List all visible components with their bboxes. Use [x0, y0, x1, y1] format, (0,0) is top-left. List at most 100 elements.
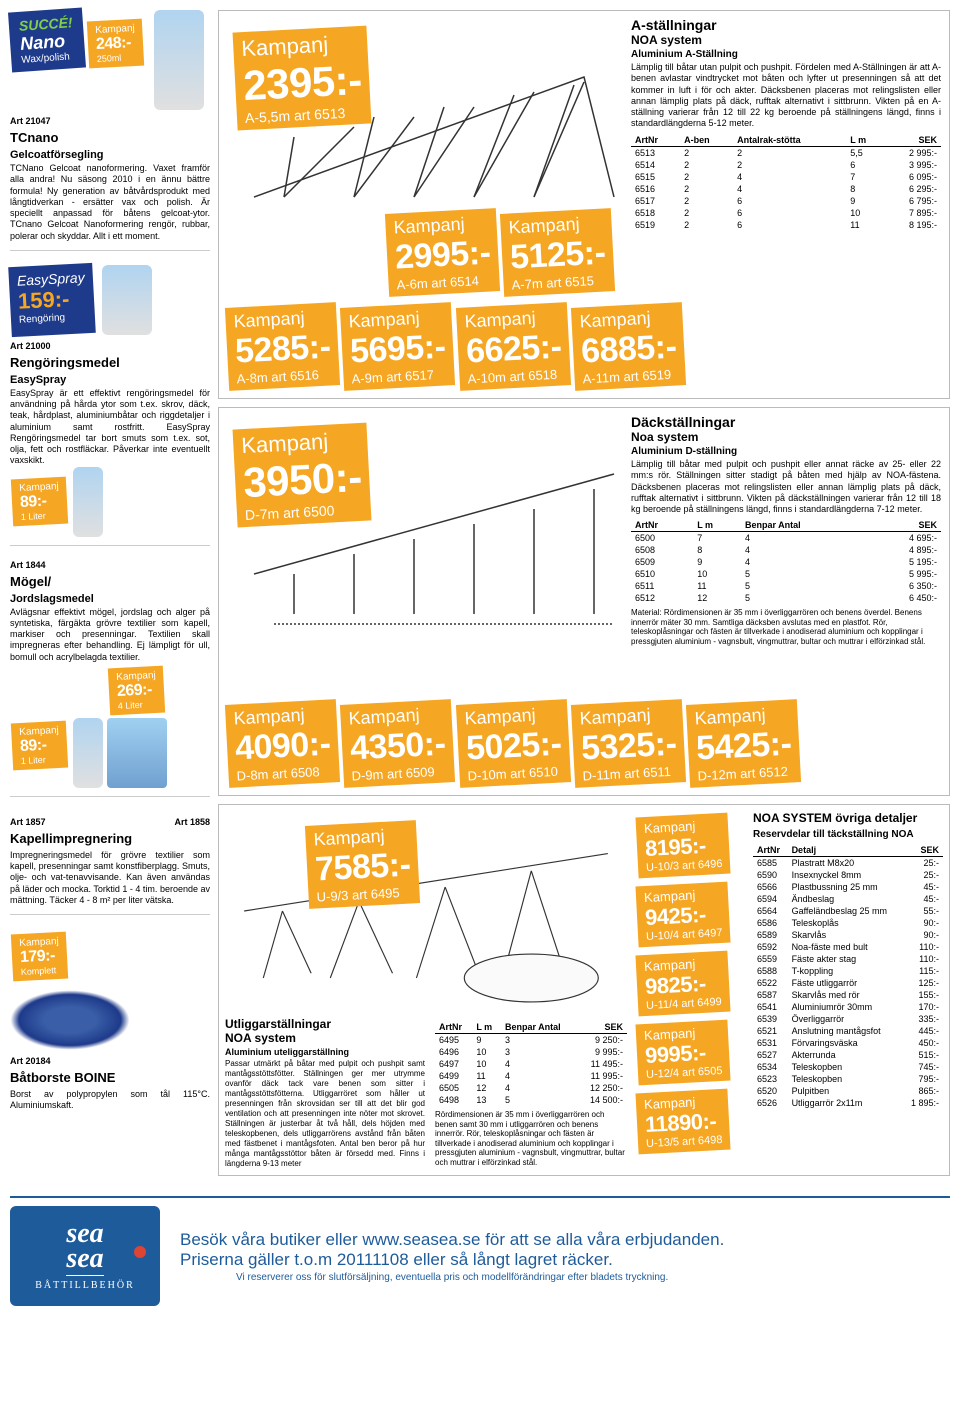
details-sub: Reservdelar till täckställning NOA — [753, 829, 943, 840]
mogel-body: Avlägsnar effektivt mögel, jordslag och … — [10, 607, 210, 663]
table-row: 65101055 995:- — [631, 568, 941, 580]
mogel-bottle — [73, 718, 103, 788]
section-d: Däckställningar Noa system Aluminium D-s… — [218, 407, 950, 796]
u-desc: Passar utmärkt på båtar med pulpit och p… — [225, 1059, 425, 1169]
easyspray-body: EasySpray är ett effektivt rengöringsmed… — [10, 388, 210, 467]
footer-line1: Besök våra butiker eller www.seasea.se f… — [180, 1230, 724, 1250]
table-row: 651826107 895:- — [631, 207, 941, 219]
table-row: 649710411 495:- — [435, 1058, 627, 1070]
d-sub: Aluminium D-ställning — [631, 446, 941, 457]
easyspray-bottle — [73, 467, 103, 537]
a-sub: Aluminium A-Ställning — [631, 49, 941, 60]
table-row: 649813514 500:- — [435, 1094, 627, 1106]
table-row: 65121256 450:- — [631, 592, 941, 604]
table-row: 6541Aluminiumrör 30mm170:- — [753, 1001, 943, 1013]
table-row: 6509945 195:- — [631, 556, 941, 568]
tcnano-price-badge: Kampanj 248:- 250ml — [87, 19, 145, 69]
table-row: 6495939 250:- — [435, 1034, 627, 1047]
table-row: 649911411 995:- — [435, 1070, 627, 1082]
easyspray-title: Rengöringsmedel — [10, 355, 210, 370]
table-row: 6527Akterrunda515:- — [753, 1049, 943, 1061]
table-row: 6585Plastratt M8x2025:- — [753, 857, 943, 870]
d-note: Material: Rördimensionen är 35 mm i över… — [631, 608, 941, 646]
kampanj-badge: Kampanj5285:-A-8m art 6516 — [225, 302, 340, 391]
table-row: 651926118 195:- — [631, 219, 941, 231]
table-row: 6522Fäste utliggarrör125:- — [753, 977, 943, 989]
table-row: 6588T-koppling115:- — [753, 965, 943, 977]
table-row: 6521Anslutning mantågsfot445:- — [753, 1025, 943, 1037]
kapell-art2: Art 1858 — [174, 817, 210, 827]
table-row: 6531Förvaringsväska450:- — [753, 1037, 943, 1049]
kampanj-badge: Kampanj5125:-A-7m art 6515 — [500, 208, 615, 297]
easyspray-art: Art 21000 — [10, 341, 210, 351]
d-badges-row: Kampanj4090:-D-8m art 6508Kampanj4350:-D… — [225, 698, 943, 789]
kampanj-badge: Kampanj6885:-A-11m art 6519 — [571, 302, 686, 391]
table-row: 6508844 895:- — [631, 544, 941, 556]
d-big-badge: Kampanj 3950:- D-7m art 6500 — [233, 423, 372, 528]
table-row: 6559Fäste akter stag110:- — [753, 953, 943, 965]
table-row: 64961039 995:- — [435, 1046, 627, 1058]
borste-title: Båtborste BOINE — [10, 1070, 210, 1085]
product-borste: Kampanj 179:- Komplett Art 20184 Båtbors… — [10, 929, 210, 1120]
kampanj-badge: Kampanj8195:-U-10/3 art 6496 — [635, 813, 731, 879]
a-desc: Lämplig till båtar utan pulpit och pushp… — [631, 62, 941, 130]
kampanj-badge: Kampanj11890:-U-13/5 art 6498 — [635, 1089, 731, 1155]
table-row: 6592Noa-fäste med bult110:- — [753, 941, 943, 953]
tcnano-subtitle: Gelcoatförsegling — [10, 149, 210, 161]
details-title: NOA SYSTEM övriga detaljer — [753, 811, 943, 825]
table-row: 6587Skarvlås med rör155:- — [753, 989, 943, 1001]
table-row: 6523Teleskopben795:- — [753, 1073, 943, 1085]
table-row: 6589Skarvlås90:- — [753, 929, 943, 941]
details-box: NOA SYSTEM övriga detaljer Reservdelar t… — [753, 811, 943, 1169]
u-note: Rördimensionen är 35 mm i överliggarröre… — [435, 1110, 627, 1168]
succe-badge: SUCCÉ! Nano Wax/polish — [8, 8, 86, 73]
a-header: A-ställningar NOA system Aluminium A-Stä… — [631, 17, 941, 231]
tcnano-body: TCNano Gelcoat nanoformering. Vaxet fram… — [10, 163, 210, 242]
easyspray-subtitle: EasySpray — [10, 374, 210, 386]
footer-text: Besök våra butiker eller www.seasea.se f… — [180, 1230, 724, 1283]
kampanj-badge: Kampanj4350:-D-9m art 6509 — [340, 699, 455, 788]
kampanj-badge: Kampanj5695:-A-9m art 6517 — [340, 302, 455, 391]
table-row: 65142263 995:- — [631, 159, 941, 171]
u-diagram: Kampanj 7585:- U-9/3 art 6495 — [225, 811, 627, 1011]
mogel-badge1: Kampanj 89:- 1 Liter — [11, 720, 69, 770]
table-row: 6566Plastbussning 25 mm45:- — [753, 881, 943, 893]
product-kapell: Art 1857 Art 1858 Kapellimpregnering Imp… — [10, 811, 210, 915]
d-header: Däckställningar Noa system Aluminium D-s… — [631, 414, 941, 647]
footer-line3: Vi reserverer oss för slutförsäljning, e… — [180, 1272, 724, 1283]
a-big-badge: Kampanj 2395:- A-5,5m art 6513 — [233, 26, 372, 131]
product-mogel: Art 1844 Mögel/ Jordslagsmedel Avlägsnar… — [10, 560, 210, 797]
main-column: A-ställningar NOA system Aluminium A-Stä… — [218, 10, 950, 1184]
product-easyspray: EasySpray 159:- Rengöring Art 21000 Reng… — [10, 265, 210, 546]
kampanj-badge: Kampanj4090:-D-8m art 6508 — [225, 699, 340, 788]
tcnano-art: Art 21047 — [10, 116, 210, 126]
table-row: 6500744 695:- — [631, 532, 941, 545]
u-table: ArtNrL mBenpar AntalSEK 6495939 250:-649… — [435, 1021, 627, 1106]
footer-line2: Priserna gäller t.o.m 20111108 eller så … — [180, 1250, 724, 1270]
u-sub: Aluminium uteliggarställning — [225, 1047, 425, 1057]
table-row: 65172696 795:- — [631, 195, 941, 207]
page: SUCCÉ! Nano Wax/polish Kampanj 248:- 250… — [10, 10, 950, 1184]
table-row: 6539Överliggarrör335:- — [753, 1013, 943, 1025]
table-row: 6564Gaffeländbeslag 25 mm55:- — [753, 905, 943, 917]
d-title2: Noa system — [631, 430, 941, 444]
u-title2: NOA system — [225, 1031, 425, 1045]
section-a: A-ställningar NOA system Aluminium A-Stä… — [218, 10, 950, 399]
table-row: 6513225,52 995:- — [631, 146, 941, 159]
kampanj-badge: Kampanj5325:-D-11m art 6511 — [571, 699, 686, 788]
table-row: 6534Teleskopben745:- — [753, 1061, 943, 1073]
kampanj-badge: Kampanj5425:-D-12m art 6512 — [686, 699, 801, 788]
footer: sea sea BÅTTILLBEHÖR Besök våra butiker … — [10, 1196, 950, 1306]
d-table: ArtNrL mBenpar AntalSEK 6500744 695:-650… — [631, 519, 941, 604]
a-title1: A-ställningar — [631, 17, 941, 33]
table-row: 65162486 295:- — [631, 183, 941, 195]
u-big-badge: Kampanj 7585:- U-9/3 art 6495 — [305, 820, 420, 909]
mogel-art: Art 1844 — [10, 560, 210, 570]
kampanj-badge: Kampanj6625:-A-10m art 6518 — [455, 302, 570, 391]
u-side-badges: Kampanj8195:-U-10/3 art 6496Kampanj9425:… — [635, 811, 745, 1169]
borste-art: Art 20184 — [10, 1056, 210, 1066]
table-row: 6520Pulpitben865:- — [753, 1085, 943, 1097]
d-desc: Lämplig till båtar med pulpit och pushpi… — [631, 459, 941, 515]
table-row: 65152476 095:- — [631, 171, 941, 183]
table-row: 6594Ändbeslag45:- — [753, 893, 943, 905]
